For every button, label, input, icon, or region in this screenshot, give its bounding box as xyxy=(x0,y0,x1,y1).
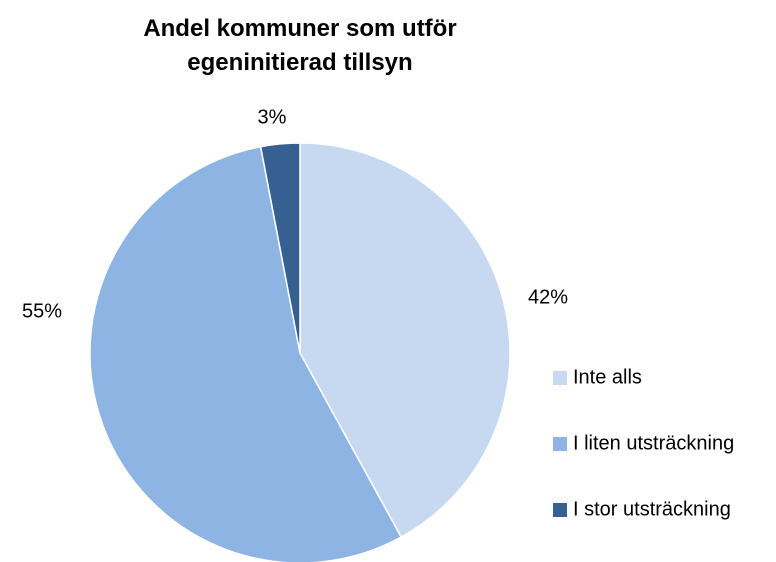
legend-label: I liten utsträckning xyxy=(573,432,734,454)
legend-swatch xyxy=(553,503,567,517)
legend-label: Inte alls xyxy=(573,366,642,388)
pie-slice xyxy=(259,142,301,354)
legend-swatch xyxy=(553,371,567,385)
legend-swatch xyxy=(553,437,567,451)
legend-label: I stor utsträckning xyxy=(573,498,731,520)
pie-slice xyxy=(299,142,511,539)
data-label: 42% xyxy=(528,286,568,308)
chart-title: Andel kommuner som utför egeninitierad t… xyxy=(143,15,457,76)
data-label: 55% xyxy=(22,300,62,322)
pie-slice xyxy=(89,145,403,562)
data-label: 3% xyxy=(258,106,287,128)
